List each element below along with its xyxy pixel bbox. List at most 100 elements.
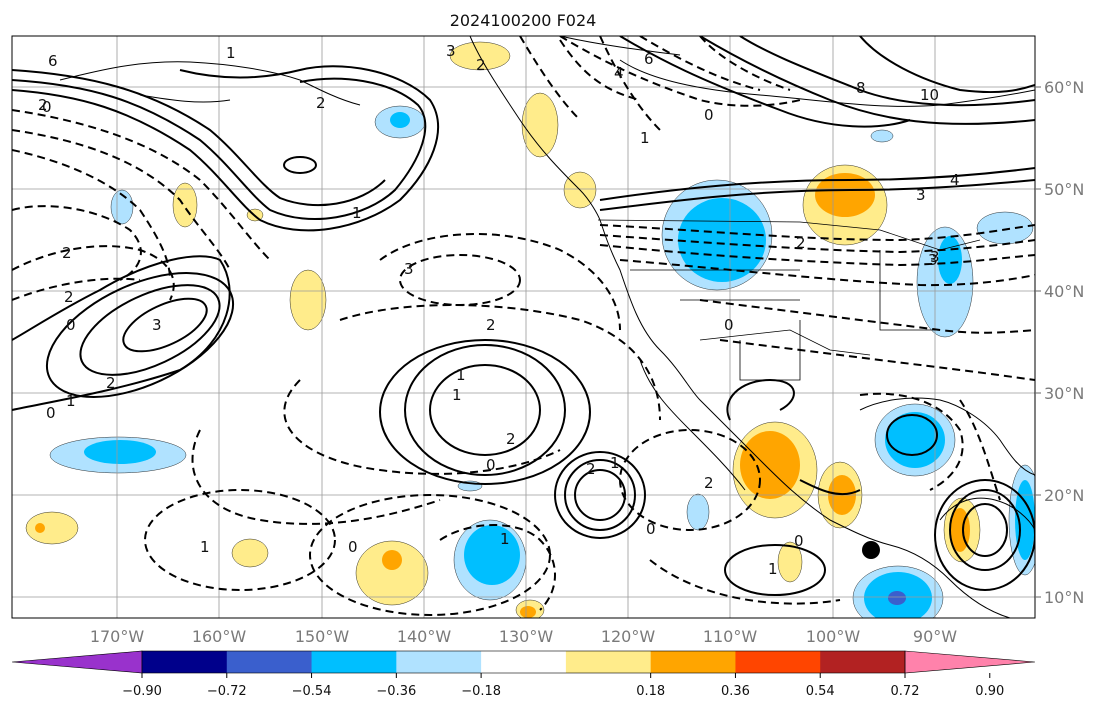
contour-label: 1 [452, 386, 462, 404]
latitude-label: 60°N [1044, 78, 1084, 97]
latitude-label: 30°N [1044, 384, 1084, 403]
contour-label: 3 [930, 248, 940, 266]
moderate-positive-core [382, 550, 402, 570]
longitude-label: 140°W [397, 627, 452, 646]
negative-anomaly-region [976, 211, 1034, 245]
colorbar-bin [481, 651, 567, 673]
positive-anomaly-region [25, 511, 79, 545]
colorbar-tick-label: 0.54 [806, 684, 835, 699]
longitude-label: 130°W [499, 627, 554, 646]
colorbar-bin [565, 651, 652, 673]
contour-label: 1 [200, 538, 210, 556]
moderate-positive-core [815, 173, 875, 217]
latitude-label: 20°N [1044, 486, 1084, 505]
colorbar-tick-label: −0.90 [122, 684, 162, 699]
moderate-negative-core [885, 412, 945, 468]
colorbar-ticks: −0.90 −0.72 −0.54 −0.36 −0.18 0.18 0.36 0.54 0.7… [122, 673, 1004, 699]
contour-label: 3 [404, 260, 414, 278]
map-title: 2024100200 F024 [450, 11, 597, 30]
contour-label: 1 [768, 560, 778, 578]
contour-label: 0 [794, 532, 804, 550]
contour-label: 4 [614, 64, 624, 82]
longitude-label: 120°W [601, 627, 656, 646]
positive-anomaly-region [231, 538, 269, 568]
contour-label: 2 [62, 244, 72, 262]
colorbar-bin [735, 651, 821, 673]
latitude-label: 40°N [1044, 282, 1084, 301]
contour-label: 0 [46, 404, 56, 422]
contour-label: 0 [646, 520, 656, 538]
contour-label: 2 [796, 234, 806, 252]
longitude-label: 160°W [192, 627, 247, 646]
colorbar-tick-label: −0.72 [207, 684, 247, 699]
colorbar-tick-label: 0.90 [975, 684, 1004, 699]
moderate-positive-core [520, 606, 536, 618]
latitude-label: 10°N [1044, 588, 1084, 607]
negative-anomaly-region [686, 493, 710, 531]
shaded-moderate-negative-regions [84, 112, 1035, 618]
contour-label: 10 [920, 86, 939, 104]
colorbar-tick-label: 0.18 [636, 684, 665, 699]
contour-label: 0 [66, 316, 76, 334]
location-marker [862, 541, 880, 559]
positive-anomaly-region [172, 182, 198, 228]
contour-label: 1 [352, 204, 362, 222]
negative-anomaly-region [110, 189, 134, 225]
contour-label: 2 [586, 460, 596, 478]
contour-label: 3 [446, 42, 456, 60]
longitude-label: 90°W [913, 627, 957, 646]
contour-label: 2 [704, 474, 714, 492]
contour-label: 1 [226, 44, 236, 62]
positive-anomaly-region [777, 541, 803, 583]
colorbar-outline [141, 650, 906, 674]
colorbar-bin [820, 651, 906, 673]
positive-anomaly-region [289, 269, 327, 331]
contour-label: 1 [610, 454, 620, 472]
contour-label: 2 [486, 316, 496, 334]
moderate-negative-core [464, 525, 520, 585]
contour-label: 0 [486, 456, 496, 474]
positive-anomaly-region [521, 92, 559, 158]
contour-label: 2 [106, 374, 116, 392]
colorbar-bin [650, 651, 736, 673]
contour-labels: 6 1 3 2 4 6 10 8 0 4 3 2 3 1 2 0 1 2 2 0 [38, 42, 960, 578]
colorbar-bins [11, 650, 1036, 674]
contour-label: 0 [42, 98, 52, 116]
contour-label: 3 [152, 316, 162, 334]
colorbar-bin [311, 651, 397, 673]
colorbar-tick-label: 0.72 [891, 684, 920, 699]
contour-label: 0 [704, 106, 714, 124]
contour-label: 8 [856, 79, 866, 97]
contour-label: 2 [506, 430, 516, 448]
latitude-label: 50°N [1044, 180, 1084, 199]
contour-label: 2 [38, 96, 48, 114]
contour-label: 1 [640, 129, 650, 147]
colorbar-bin [142, 651, 228, 673]
colorbar-extend-low [11, 650, 143, 674]
contour-label: 2 [476, 56, 486, 74]
contour-label: 2 [64, 288, 74, 306]
moderate-negative-core [390, 112, 410, 128]
contour-label: 3 [928, 251, 938, 269]
colorbar-extend-high [904, 650, 1036, 674]
graticule [12, 36, 1035, 618]
longitude-label: 170°W [90, 627, 145, 646]
moderate-negative-core [938, 236, 962, 284]
dashed-contours [12, 36, 1035, 616]
moderate-negative-core [1015, 480, 1035, 560]
contour-label: 1 [456, 366, 466, 384]
moderate-positive-core [740, 431, 800, 499]
contour-label: 4 [950, 171, 960, 189]
moderate-negative-core [678, 198, 766, 282]
colorbar-tick-label: −0.54 [292, 684, 332, 699]
moderate-negative-core [84, 440, 156, 464]
contour-label: 3 [916, 186, 926, 204]
contour-label: 1 [66, 392, 76, 410]
contour-label: 6 [48, 52, 58, 70]
contour-label: 1 [500, 530, 510, 548]
strong-negative-core [888, 591, 906, 605]
coastlines [59, 36, 1035, 618]
colorbar-bin [226, 651, 313, 673]
latitude-axis: 60°N 50°N 40°N 30°N 20°N 10°N [1035, 78, 1084, 607]
